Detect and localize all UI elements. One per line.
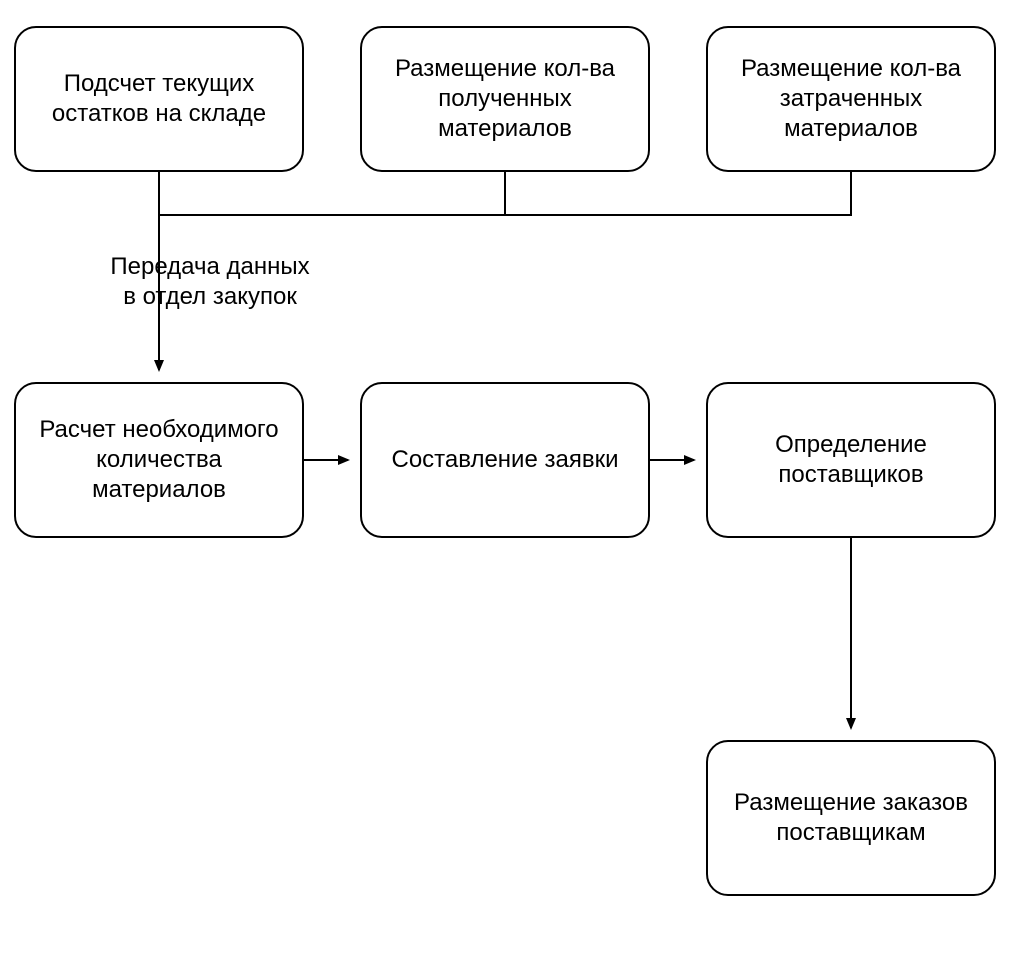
node-label: Составление заявки (392, 445, 619, 475)
node-stock-count: Подсчет текущих остатков на складе (14, 26, 304, 172)
edge-label-text: Передача данныхв отдел закупок (110, 253, 309, 310)
node-spent-materials: Размещение кол-ва затраченных материалов (706, 26, 996, 172)
flowchart-canvas: Подсчет текущих остатков на складе Разме… (0, 0, 1025, 954)
node-place-orders: Размещение заказов поставщикам (706, 740, 996, 896)
node-label: Размещение кол-ва полученных материалов (372, 54, 638, 144)
edge-label-transfer-data: Передача данныхв отдел закупок (60, 252, 360, 312)
node-compose-request: Составление заявки (360, 382, 650, 538)
node-label: Определение поставщиков (718, 430, 984, 490)
edge-e_top_join (159, 172, 851, 215)
node-received-materials: Размещение кол-ва полученных материалов (360, 26, 650, 172)
node-calc-required: Расчет необходимого количества материало… (14, 382, 304, 538)
node-label: Подсчет текущих остатков на складе (26, 69, 292, 129)
node-label: Размещение заказов поставщикам (718, 788, 984, 848)
node-label: Размещение кол-ва затраченных материалов (718, 54, 984, 144)
node-label: Расчет необходимого количества материало… (26, 415, 292, 505)
node-define-suppliers: Определение поставщиков (706, 382, 996, 538)
